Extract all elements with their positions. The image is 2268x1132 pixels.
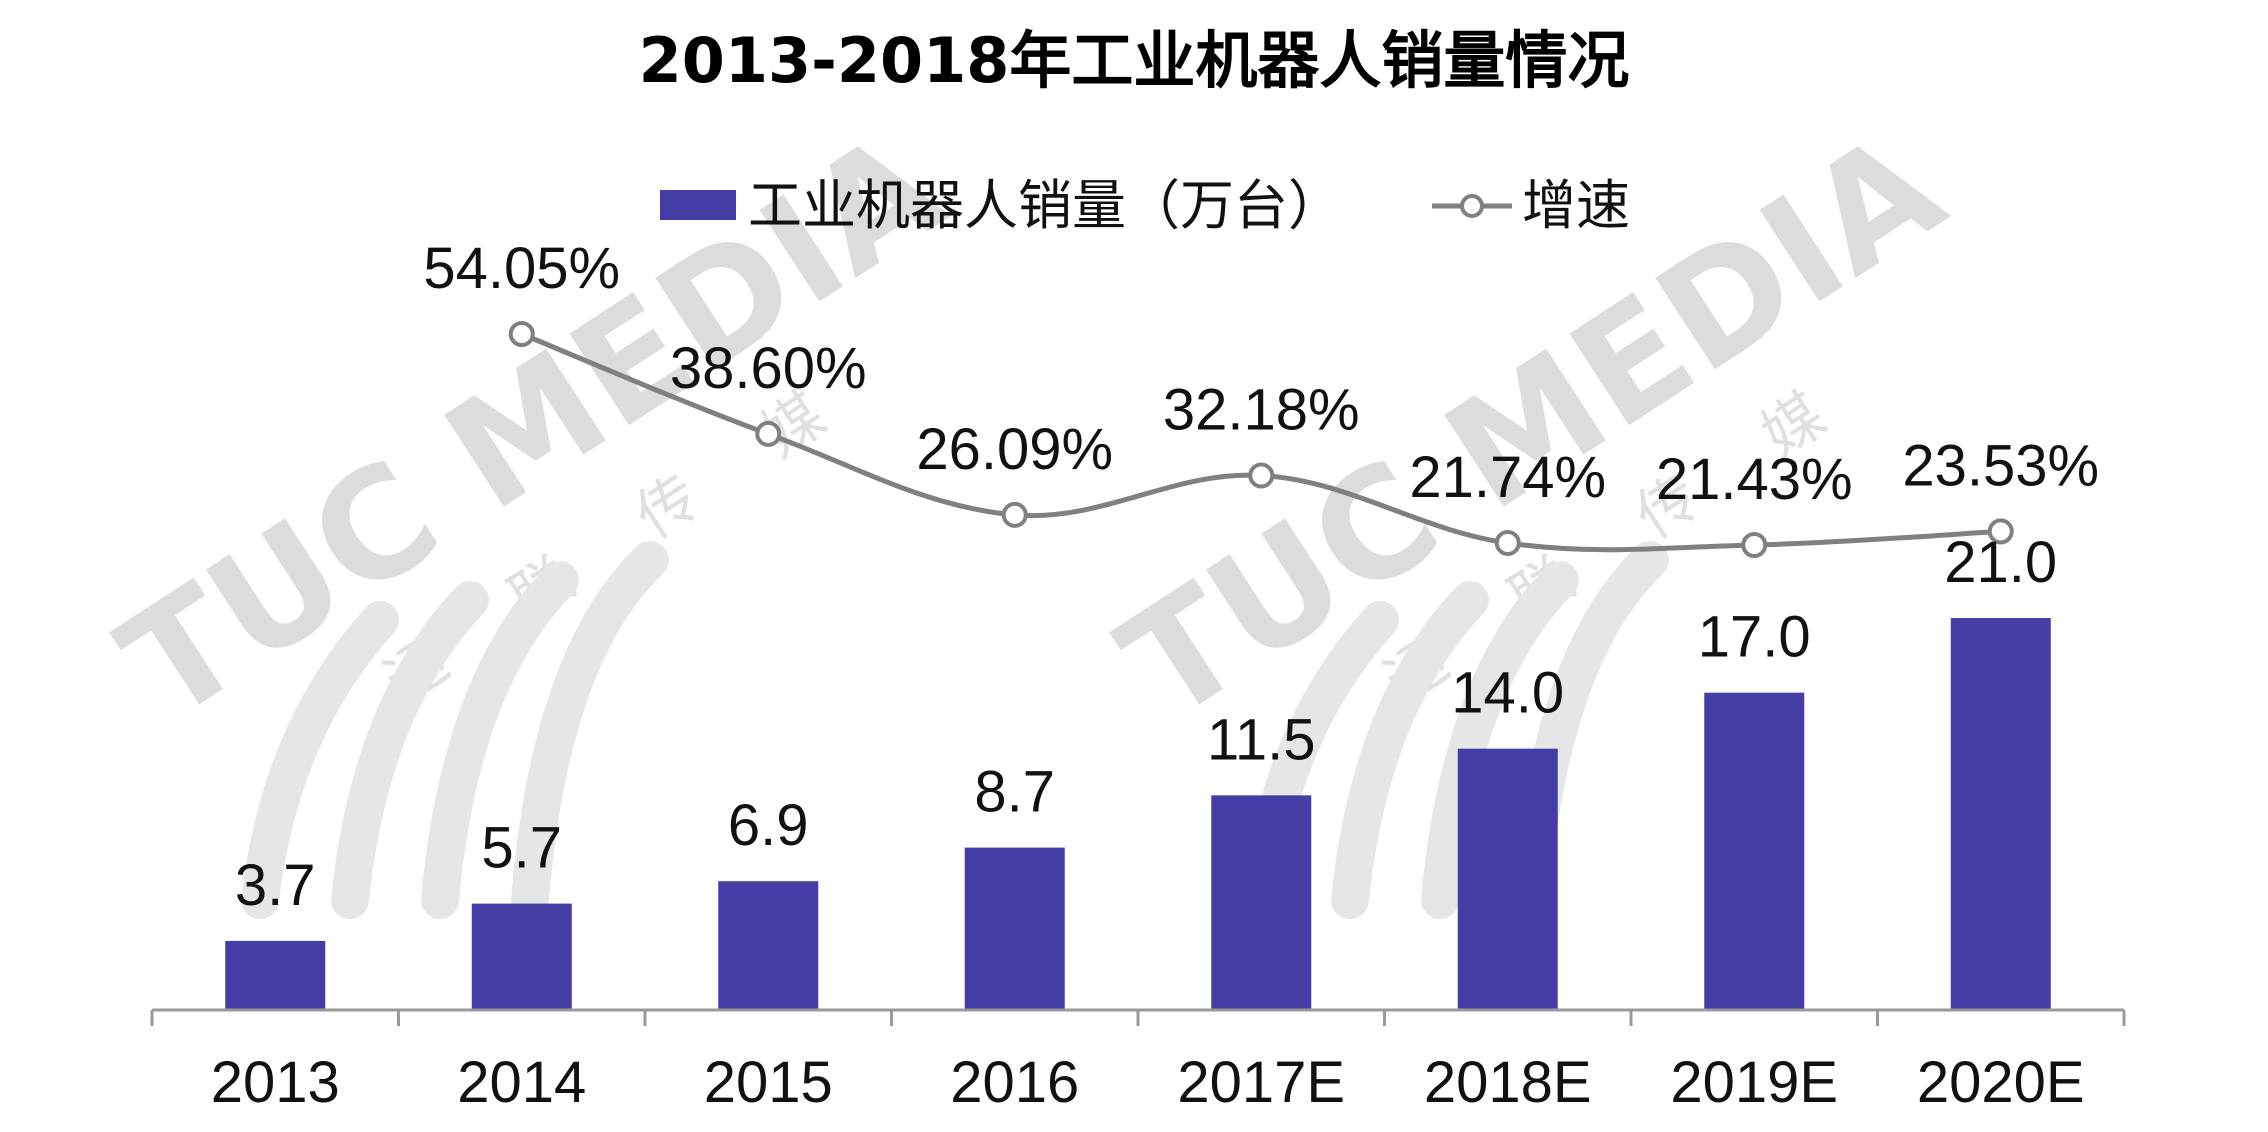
watermark-swoosh [331,581,489,919]
x-tick-label: 2014 [457,1050,586,1115]
growth-value-label: 21.74% [1409,445,1606,510]
x-tick-label: 2017E [1177,1050,1345,1115]
legend-label-bar: 工业机器人销量（万台） [748,174,1342,237]
growth-point [1494,529,1521,556]
bar [225,940,326,1010]
growth-value-label: 26.09% [916,417,1113,482]
bar [1211,795,1312,1010]
growth-value-label: 21.43% [1656,447,1853,512]
growth-point [755,420,782,447]
bar [964,847,1065,1010]
labels: 3.7 5.7 6.9 8.7 11.5 14.0 17.0 21.0 54.05% 38.60%… [235,236,2099,918]
growth-point [1248,462,1275,489]
x-tick-label: 2020E [1917,1050,2085,1115]
bar-value-label: 8.7 [974,760,1055,825]
axis: 2013 2014 2015 2016 2017E 2018E 2019E 2020E [150,1008,2126,1115]
x-tick-label: 2016 [950,1050,1079,1115]
growth-line [508,321,2014,558]
growth-point [1001,501,1028,528]
watermark-swoosh [1331,581,1489,919]
watermark-swoosh [511,541,669,919]
bar-value-label: 17.0 [1698,605,1811,670]
chart-title: 2013-2018年工业机器人销量情况 [639,24,1630,97]
growth-point [1987,518,2014,545]
bar-value-label: 5.7 [481,816,562,881]
bar-value-label: 6.9 [728,793,809,858]
bar-value-label: 21.0 [1944,530,2057,595]
x-tick-label: 2015 [704,1050,833,1115]
growth-value-label: 38.60% [670,336,867,401]
legend-swatch-bar [660,190,736,220]
bar [471,903,572,1010]
bar [718,881,819,1010]
legend-label-line: 增速 [1522,174,1630,237]
watermark-swoosh [1421,561,1579,919]
bar-value-label: 11.5 [1207,707,1316,772]
watermark-cn: 传 [624,462,712,553]
x-tick-label: 2013 [211,1050,340,1115]
growth-point [508,321,535,347]
bars [225,618,2051,1010]
watermark-logo-icon [241,541,669,919]
x-tick-label: 2018E [1424,1050,1592,1115]
bar [1457,748,1558,1010]
bar-value-label: 14.0 [1451,661,1564,726]
x-tick-label: 2019E [1670,1050,1838,1115]
watermark-swoosh [241,601,399,919]
growth-point [1741,532,1768,558]
legend: 工业机器人销量（万台） 增速 [660,174,1630,237]
bar [1950,618,2051,1010]
growth-value-label: 32.18% [1163,377,1360,442]
legend-swatch-marker [1460,194,1484,218]
bar [1704,692,1805,1010]
growth-value-label: 54.05% [423,236,620,301]
watermark-swoosh [421,561,579,919]
bar-value-label: 3.7 [235,853,316,918]
growth-value-label: 23.53% [1902,433,2099,498]
